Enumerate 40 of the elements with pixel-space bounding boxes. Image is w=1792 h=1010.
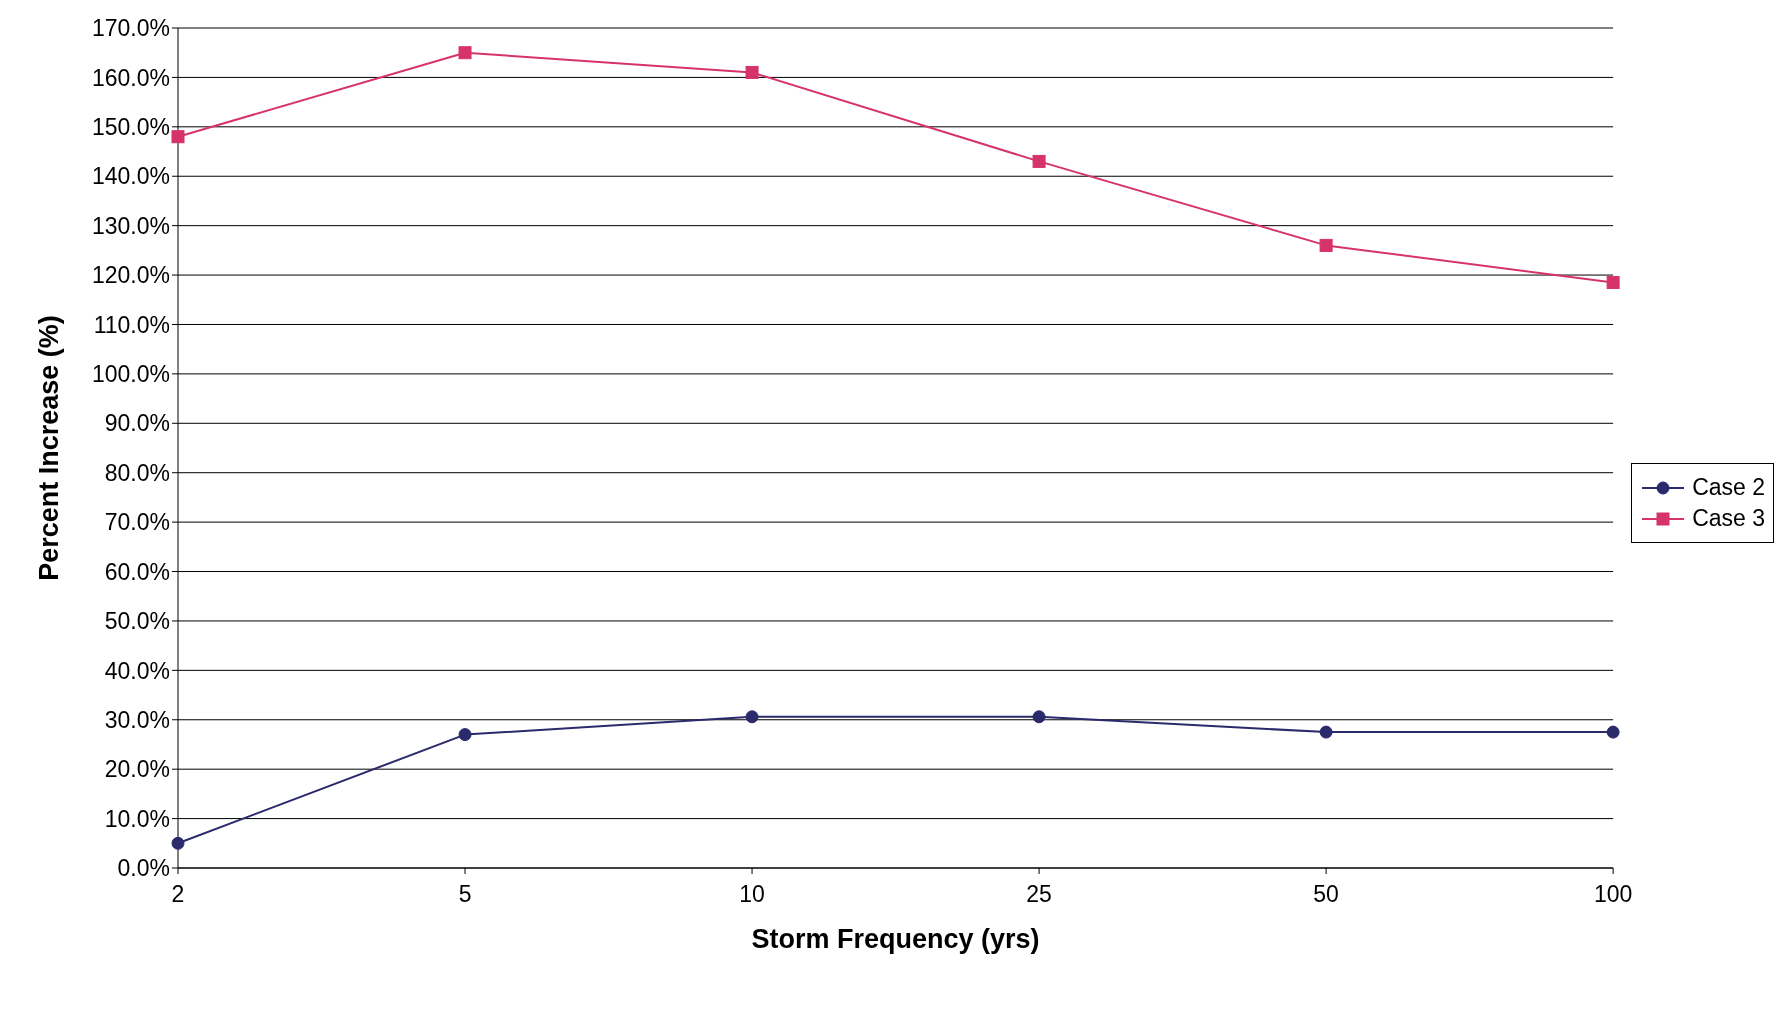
point bbox=[458, 46, 472, 60]
point bbox=[171, 130, 185, 144]
y-tick-label: 20.0% bbox=[104, 756, 170, 783]
y-tick-label: 170.0% bbox=[91, 15, 170, 42]
x-tick-label: 25 bbox=[1026, 881, 1052, 908]
point bbox=[745, 710, 759, 724]
point bbox=[1319, 238, 1333, 252]
x-tick-label: 2 bbox=[171, 881, 185, 908]
y-tick-label: 120.0% bbox=[91, 262, 170, 289]
x-tick-label: 100 bbox=[1593, 881, 1633, 908]
x-axis-title: Storm Frequency (yrs) bbox=[751, 924, 1040, 954]
x-tick-label: 10 bbox=[739, 881, 765, 908]
y-tick-label: 160.0% bbox=[91, 64, 170, 91]
point bbox=[1032, 710, 1046, 724]
x-tick-label: 50 bbox=[1313, 881, 1339, 908]
y-tick-label: 10.0% bbox=[104, 805, 170, 832]
y-tick-label: 0.0% bbox=[117, 855, 170, 882]
y-tick-label: 40.0% bbox=[104, 657, 170, 684]
y-tick-label: 50.0% bbox=[104, 608, 170, 635]
y-axis-title: Percent Increase (%) bbox=[33, 315, 64, 581]
y-tick-label: 70.0% bbox=[104, 509, 170, 536]
y-tick-label: 130.0% bbox=[91, 212, 170, 239]
y-tick-label: 140.0% bbox=[91, 163, 170, 190]
point bbox=[745, 65, 759, 79]
y-tick-label: 150.0% bbox=[91, 113, 170, 140]
point bbox=[1606, 725, 1620, 739]
y-tick-label: 30.0% bbox=[104, 706, 170, 733]
y-tick-label: 100.0% bbox=[91, 361, 170, 388]
y-tick-label: 90.0% bbox=[104, 410, 170, 437]
y-tick-label: 110.0% bbox=[93, 311, 170, 338]
legend-label: Case 2 bbox=[1692, 474, 1765, 501]
point bbox=[458, 728, 472, 742]
x-tick-label: 5 bbox=[458, 881, 472, 908]
y-tick-label: 60.0% bbox=[104, 558, 170, 585]
point bbox=[1032, 154, 1046, 168]
y-tick-label: 80.0% bbox=[104, 459, 170, 486]
point bbox=[171, 836, 185, 850]
point bbox=[1606, 275, 1620, 289]
point bbox=[1319, 725, 1333, 739]
legend-label: Case 3 bbox=[1692, 505, 1765, 532]
